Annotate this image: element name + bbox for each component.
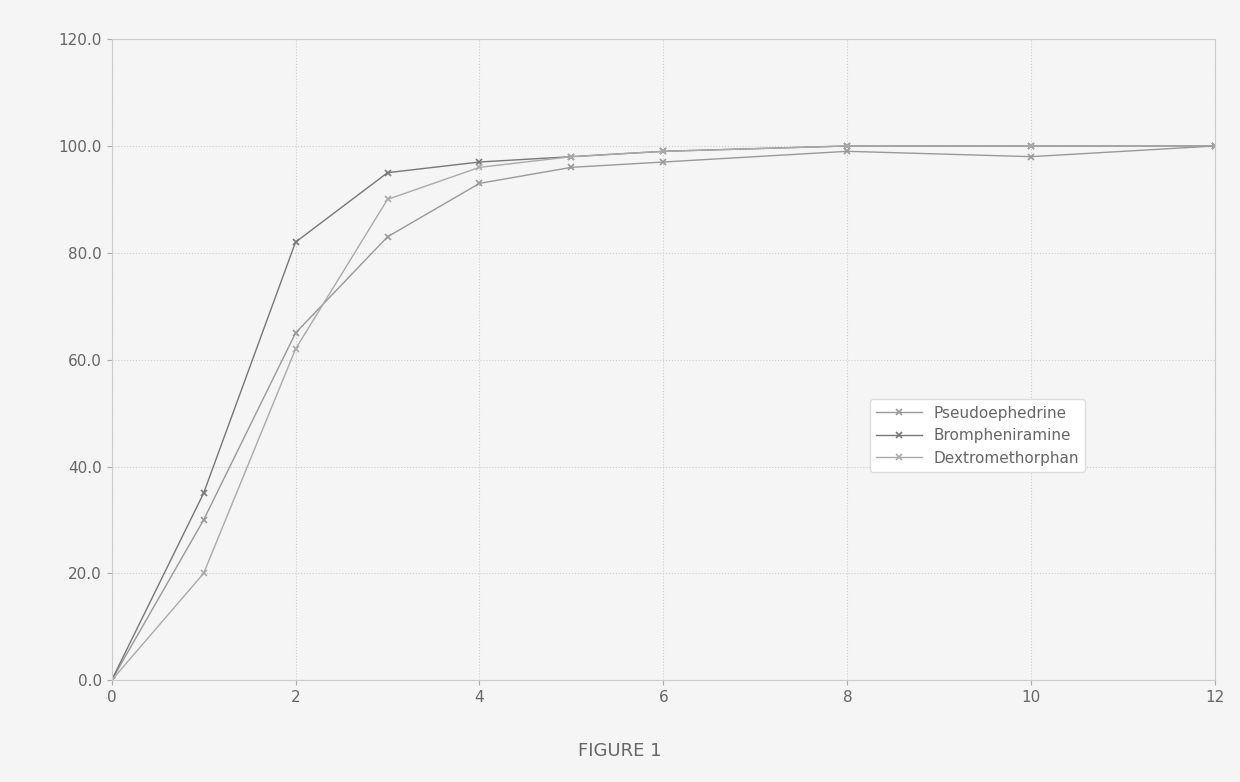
Pseudoephedrine xyxy=(288,328,303,338)
Pseudoephedrine xyxy=(564,163,579,172)
Pseudoephedrine xyxy=(839,146,854,156)
Brompheniramine xyxy=(104,676,119,685)
Brompheniramine xyxy=(656,146,671,156)
Dextromethorphan xyxy=(288,344,303,353)
Legend: Pseudoephedrine, Brompheniramine, Dextromethorphan: Pseudoephedrine, Brompheniramine, Dextro… xyxy=(869,400,1085,472)
Dextromethorphan xyxy=(656,146,671,156)
Dextromethorphan xyxy=(104,676,119,685)
Brompheniramine xyxy=(1208,142,1223,151)
Pseudoephedrine xyxy=(1024,152,1039,161)
Brompheniramine xyxy=(288,238,303,247)
Line: Dextromethorphan: Dextromethorphan xyxy=(108,142,1219,683)
Brompheniramine xyxy=(196,489,211,498)
Dextromethorphan xyxy=(379,195,394,204)
Pseudoephedrine xyxy=(472,178,487,188)
Dextromethorphan xyxy=(1208,142,1223,151)
Pseudoephedrine xyxy=(196,515,211,525)
Dextromethorphan xyxy=(1024,142,1039,151)
Brompheniramine xyxy=(472,157,487,167)
Pseudoephedrine xyxy=(379,232,394,242)
Brompheniramine xyxy=(564,152,579,161)
Dextromethorphan xyxy=(839,142,854,151)
Brompheniramine xyxy=(1024,142,1039,151)
Line: Pseudoephedrine: Pseudoephedrine xyxy=(108,142,1219,683)
Brompheniramine xyxy=(839,142,854,151)
Brompheniramine xyxy=(379,168,394,178)
Dextromethorphan xyxy=(472,163,487,172)
Dextromethorphan xyxy=(196,569,211,578)
Line: Brompheniramine: Brompheniramine xyxy=(108,142,1219,683)
Pseudoephedrine xyxy=(1208,142,1223,151)
Dextromethorphan xyxy=(564,152,579,161)
Text: FIGURE 1: FIGURE 1 xyxy=(578,741,662,760)
Pseudoephedrine xyxy=(104,676,119,685)
Pseudoephedrine xyxy=(656,157,671,167)
